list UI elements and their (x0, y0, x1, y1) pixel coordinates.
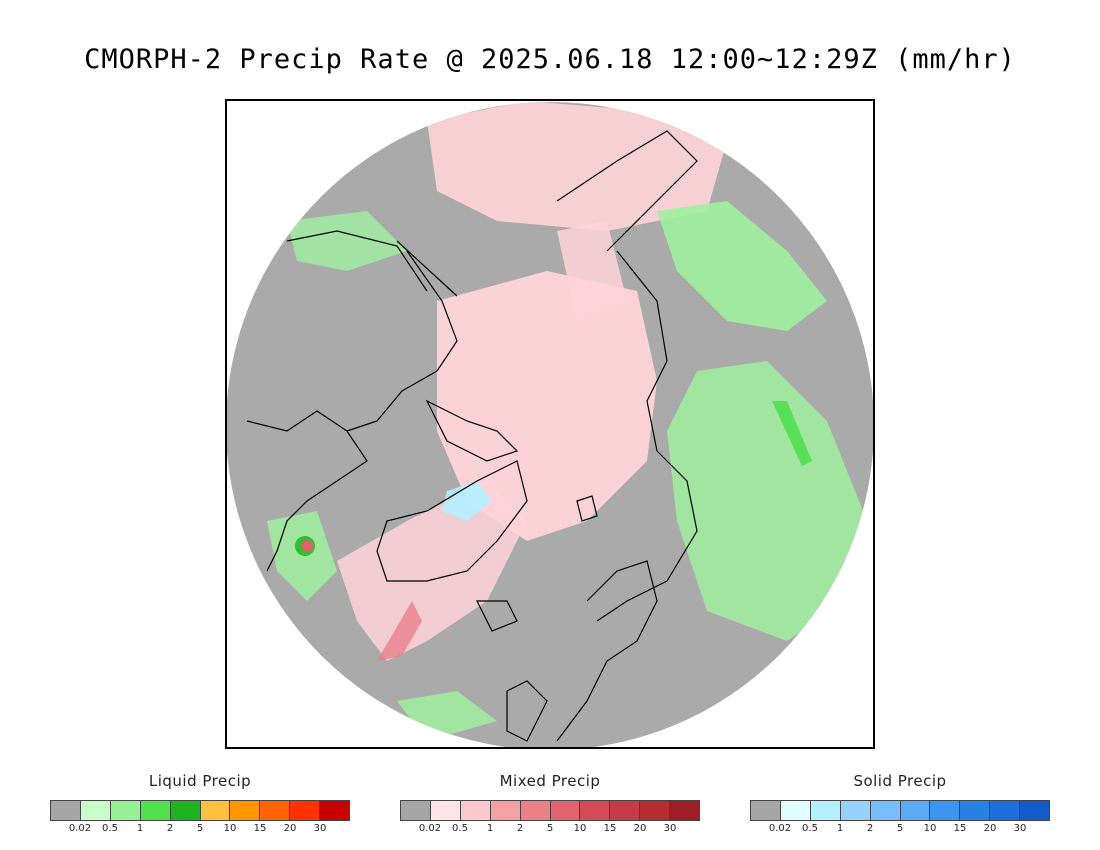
liquid-precip-atlantic (667, 361, 867, 641)
polar-map-frame (225, 99, 875, 749)
color-swatch-0 (751, 801, 781, 820)
tick-label: 10 (573, 823, 587, 834)
tick-label: 30 (1013, 823, 1027, 834)
tick-label: 1 (486, 823, 494, 834)
tick-label: 2 (166, 823, 174, 834)
tick-label: 30 (313, 823, 327, 834)
tick-label: 10 (223, 823, 237, 834)
precip-areas (267, 102, 867, 741)
tick-label: 0.5 (802, 823, 818, 834)
tick-label: 15 (603, 823, 617, 834)
color-swatch-9 (320, 801, 350, 820)
color-swatch-0 (401, 801, 431, 820)
color-swatch-6 (930, 801, 961, 820)
color-swatch-1 (430, 801, 461, 820)
color-swatch-4 (520, 801, 551, 820)
solid-precip-legend: Solid Precip 0.02 0.5 1 2 5 10 15 20 30 (750, 772, 1050, 837)
tick-label: 0.02 (418, 823, 442, 834)
liquid-precip-legend: Liquid Precip 0.02 0.5 1 2 5 10 15 20 30 (50, 772, 350, 837)
mixed-precip-legend: Mixed Precip 0.02 0.5 1 2 5 10 15 20 30 (400, 772, 700, 837)
tick-label: 20 (633, 823, 647, 834)
color-swatch-4 (870, 801, 901, 820)
color-swatch-3 (140, 801, 171, 820)
color-swatch-9 (1020, 801, 1050, 820)
legend-title: Solid Precip (853, 772, 947, 790)
mixed-precip-core (301, 540, 313, 552)
color-swatch-6 (230, 801, 261, 820)
color-swatch-8 (290, 801, 321, 820)
color-swatch-5 (900, 801, 931, 820)
liquid-precip-band-east (772, 401, 812, 466)
tick-label: 10 (923, 823, 937, 834)
tick-label: 0.5 (102, 823, 118, 834)
tick-label: 0.5 (452, 823, 468, 834)
color-swatch-3 (490, 801, 521, 820)
liquid-precip-southwest (267, 511, 337, 601)
color-swatch-7 (260, 801, 291, 820)
color-swatch-2 (810, 801, 841, 820)
legend-title: Mixed Precip (499, 772, 601, 790)
tick-label: 0.02 (768, 823, 792, 834)
color-swatch-9 (670, 801, 700, 820)
tick-label: 1 (136, 823, 144, 834)
color-swatch-5 (550, 801, 581, 820)
color-bar (50, 800, 350, 821)
color-swatch-7 (610, 801, 641, 820)
color-swatch-0 (51, 801, 81, 820)
tick-label: 2 (866, 823, 874, 834)
polar-precip-map (227, 102, 873, 747)
solid-precip-greenland (442, 481, 492, 521)
tick-label: 5 (896, 823, 904, 834)
mixed-precip-east-band (557, 221, 627, 321)
tick-labels: 0.02 0.5 1 2 5 10 15 20 30 (750, 823, 1050, 837)
color-swatch-1 (780, 801, 811, 820)
color-swatch-7 (960, 801, 991, 820)
color-bar (750, 800, 1050, 821)
mixed-precip-north-band (427, 102, 727, 231)
tick-label: 20 (983, 823, 997, 834)
color-swatch-2 (110, 801, 141, 820)
tick-label: 15 (953, 823, 967, 834)
tick-label: 5 (546, 823, 554, 834)
tick-label: 1 (836, 823, 844, 834)
mixed-precip-greenland (337, 481, 527, 661)
legend-title: Liquid Precip (148, 772, 252, 790)
liquid-precip-northwest (287, 211, 407, 271)
color-swatch-6 (580, 801, 611, 820)
tick-label: 0.02 (68, 823, 92, 834)
color-swatch-8 (640, 801, 671, 820)
color-swatch-1 (80, 801, 111, 820)
color-swatch-2 (460, 801, 491, 820)
liquid-precip-pacific (657, 201, 827, 331)
map-title: CMORPH-2 Precip Rate @ 2025.06.18 12:00~… (84, 44, 1016, 75)
color-swatch-5 (200, 801, 231, 820)
color-bar (400, 800, 700, 821)
tick-labels: 0.02 0.5 1 2 5 10 15 20 30 (400, 823, 700, 837)
tick-label: 5 (196, 823, 204, 834)
color-swatch-4 (170, 801, 201, 820)
tick-label: 30 (663, 823, 677, 834)
tick-label: 15 (253, 823, 267, 834)
color-swatch-8 (990, 801, 1021, 820)
color-swatch-3 (840, 801, 871, 820)
tick-label: 2 (516, 823, 524, 834)
tick-label: 20 (283, 823, 297, 834)
tick-labels: 0.02 0.5 1 2 5 10 15 20 30 (50, 823, 350, 837)
mixed-precip-streak (377, 601, 422, 661)
